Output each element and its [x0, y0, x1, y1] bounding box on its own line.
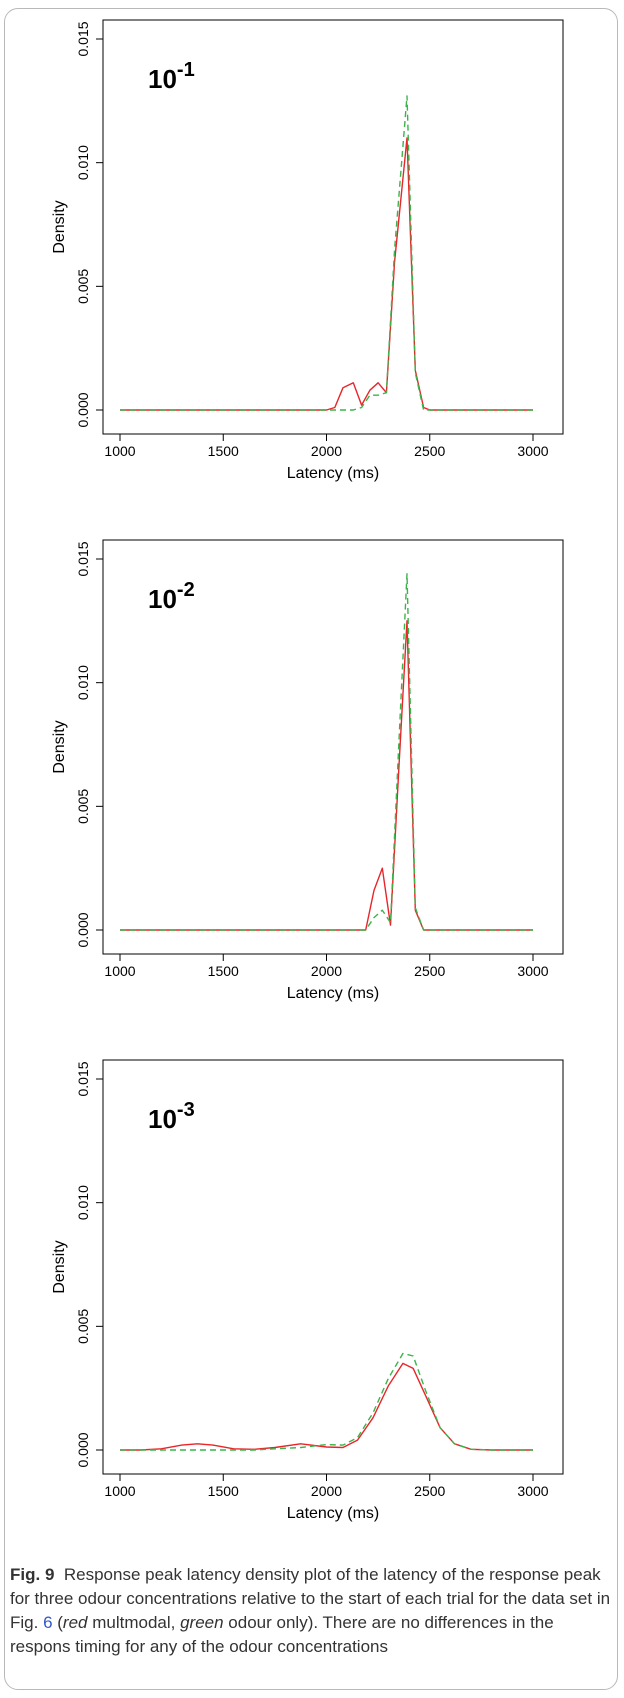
caption-text-4: odour only). There are no differences in…	[10, 1613, 554, 1656]
x-tick-label: 1500	[208, 1483, 239, 1499]
x-axis-label: Latency (ms)	[287, 465, 379, 482]
x-tick-label: 1500	[208, 963, 239, 979]
x-tick-label: 2000	[311, 963, 342, 979]
caption-text-3: multmodal,	[87, 1613, 181, 1632]
series-line-green	[120, 573, 533, 931]
density-chart-3: 1000 1500 2000 2500 3000 0.000 0.005 0.010 0.015…	[51, 1059, 564, 1522]
concentration-label: 10-2	[148, 579, 195, 614]
series-line-red	[120, 1362, 533, 1451]
y-tick-label: 0.015	[75, 1061, 91, 1096]
concentration-label: 10-3	[148, 1099, 195, 1134]
concentration-base: 10	[148, 64, 177, 94]
x-tick-label: 1500	[208, 443, 239, 459]
x-tick-label: 2500	[414, 963, 445, 979]
x-tick-label: 1000	[104, 443, 135, 459]
caption-green-word: green	[180, 1613, 224, 1632]
y-tick-label: 0.000	[75, 1432, 91, 1467]
x-tick-label: 3000	[517, 963, 548, 979]
x-tick-label: 1000	[104, 1483, 135, 1499]
x-axis-label: Latency (ms)	[287, 1505, 379, 1522]
figure-reference-link[interactable]: 6	[43, 1613, 53, 1632]
x-tick-label: 2500	[414, 1483, 445, 1499]
x-tick-label: 3000	[517, 443, 548, 459]
y-axis-label: Density	[51, 200, 68, 253]
concentration-label: 10-1	[148, 59, 195, 94]
concentration-base: 10	[148, 1104, 177, 1134]
figure-label: Fig. 9	[10, 1565, 55, 1584]
series-line-green	[120, 1352, 533, 1451]
chart-panel-1: 1000 1500 2000 2500 3000 0.000 0.005 0.010 0.015…	[0, 0, 624, 520]
y-axis-label: Density	[51, 1240, 68, 1293]
density-chart-2: 1000 1500 2000 2500 3000 0.000 0.005 0.010 0.015…	[51, 539, 564, 1002]
concentration-exponent: -3	[177, 1099, 195, 1121]
x-tick-label: 2000	[311, 1483, 342, 1499]
series-line-red	[120, 620, 533, 931]
y-axis-label: Density	[51, 720, 68, 773]
series-line-red	[120, 137, 533, 411]
chart-panel-3: 1000 1500 2000 2500 3000 0.000 0.005 0.010 0.015…	[0, 1040, 624, 1560]
caption-text-1: Response peak latency density plot of th…	[10, 1565, 611, 1632]
concentration-exponent: -1	[177, 59, 195, 81]
y-tick-label: 0.000	[75, 912, 91, 947]
density-chart-1: 1000 1500 2000 2500 3000 0.000 0.005 0.010 0.015…	[51, 19, 564, 482]
y-tick-label: 0.000	[75, 392, 91, 427]
x-tick-label: 2000	[311, 443, 342, 459]
x-tick-label: 3000	[517, 1483, 548, 1499]
x-axis-label: Latency (ms)	[287, 985, 379, 1002]
y-tick-label: 0.005	[75, 789, 91, 824]
y-tick-label: 0.005	[75, 269, 91, 304]
concentration-base: 10	[148, 584, 177, 614]
chart-panel-2: 1000 1500 2000 2500 3000 0.000 0.005 0.010 0.015…	[0, 520, 624, 1040]
x-tick-label: 2500	[414, 443, 445, 459]
concentration-exponent: -2	[177, 579, 195, 601]
caption-red-word: red	[62, 1613, 88, 1632]
y-tick-label: 0.010	[75, 1185, 91, 1220]
figure-caption: Fig. 9 Response peak latency density plo…	[10, 1563, 614, 1659]
y-tick-label: 0.015	[75, 541, 91, 576]
y-tick-label: 0.015	[75, 21, 91, 56]
y-tick-label: 0.010	[75, 145, 91, 180]
x-tick-label: 1000	[104, 963, 135, 979]
y-tick-label: 0.005	[75, 1309, 91, 1344]
y-tick-label: 0.010	[75, 665, 91, 700]
caption-text-2: (	[52, 1613, 63, 1632]
figure-frame	[4, 8, 618, 1690]
series-line-green	[120, 95, 533, 411]
